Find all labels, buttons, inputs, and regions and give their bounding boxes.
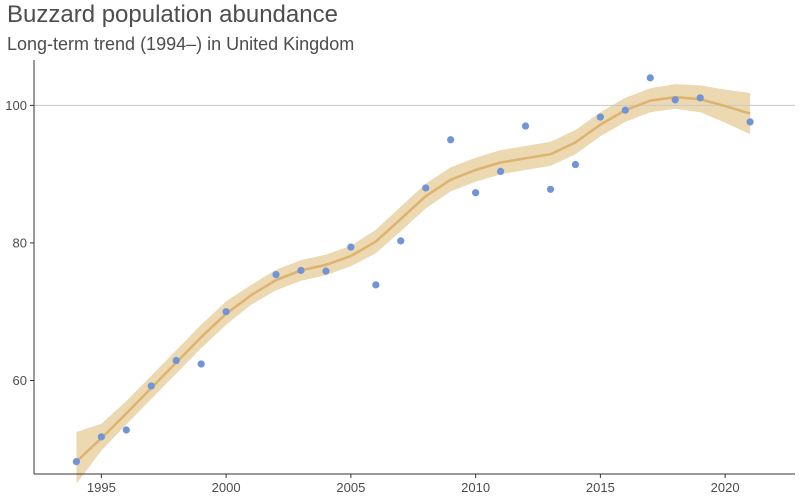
data-point — [422, 184, 430, 192]
data-point — [621, 106, 629, 114]
data-point — [596, 113, 604, 121]
x-axis-ticks: 1995 2000 2005 2010 2015 2020 — [87, 474, 740, 495]
x-tick-label: 2010 — [461, 480, 490, 495]
data-point — [521, 122, 530, 130]
data-point — [72, 458, 81, 466]
data-point — [671, 96, 679, 104]
data-point — [472, 189, 480, 197]
data-point — [496, 167, 505, 176]
data-point — [272, 270, 280, 279]
chart-subtitle: Long-term trend (1994–) in United Kingdo… — [7, 34, 355, 54]
y-tick-label: 60 — [13, 373, 27, 388]
y-tick-label: 80 — [13, 235, 27, 250]
x-tick-label: 1995 — [87, 480, 116, 495]
x-tick-label: 2000 — [212, 480, 241, 495]
data-point — [147, 382, 155, 390]
data-point — [172, 356, 180, 365]
data-point — [546, 185, 555, 193]
x-tick-label: 2020 — [711, 480, 740, 495]
data-point — [322, 267, 330, 275]
data-point — [122, 426, 130, 434]
data-point — [397, 237, 405, 245]
data-point — [347, 243, 355, 251]
data-point — [646, 74, 654, 82]
x-tick-label: 2005 — [336, 480, 365, 495]
data-point — [222, 308, 230, 316]
data-point — [746, 118, 754, 126]
data-point — [297, 266, 305, 275]
data-point — [97, 433, 105, 441]
data-point — [447, 136, 455, 144]
x-tick-label: 2015 — [586, 480, 615, 495]
data-point — [197, 360, 205, 368]
y-axis-ticks: 60 80 100 — [5, 98, 34, 388]
confidence-band — [76, 84, 751, 484]
data-point — [372, 281, 380, 289]
y-tick-label: 100 — [5, 98, 27, 113]
data-point — [571, 160, 580, 169]
chart-title: Buzzard population abundance — [7, 1, 338, 28]
data-point — [696, 94, 704, 102]
data-points — [72, 74, 754, 466]
trend-line — [75, 95, 751, 463]
